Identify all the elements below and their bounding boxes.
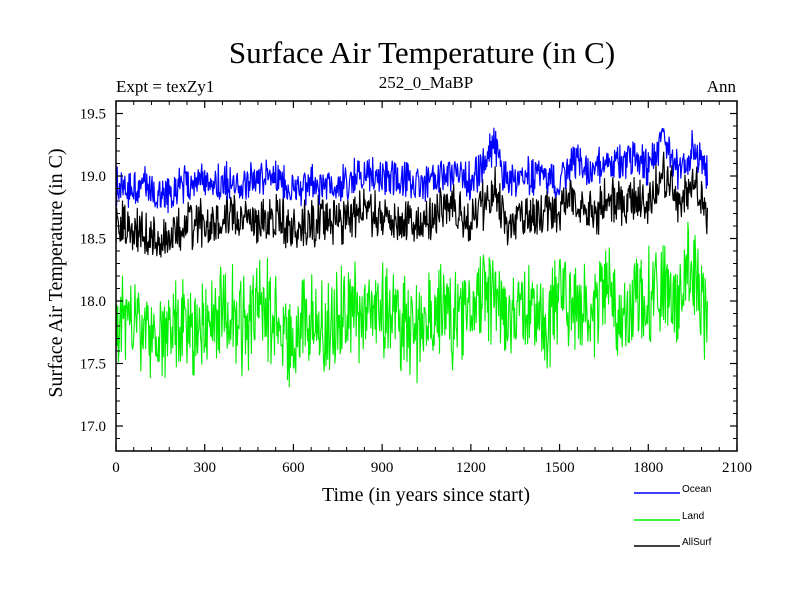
x-axis-label: Time (in years since start): [322, 484, 530, 506]
series-line-ocean: [115, 127, 709, 214]
chart-title: Surface Air Temperature (in C): [229, 35, 615, 70]
subtitle-left: Expt = texZy1: [116, 77, 214, 96]
subtitle-right: Ann: [707, 77, 737, 96]
y-tick-label: 19.5: [80, 107, 106, 123]
plot-area: 0 300 600 900 1200 1500 1800 2100 17.0 17.5 18.0 18…: [80, 100, 752, 548]
legend-label-allsurf: AllSurf: [682, 537, 712, 548]
x-tick-label: 2100: [722, 460, 752, 476]
x-tick-label: 600: [282, 460, 305, 476]
y-tick-label: 18.5: [80, 232, 106, 248]
legend-label-land: Land: [682, 511, 704, 522]
x-tick-label: 1800: [633, 460, 663, 476]
y-tick-label: 17.5: [80, 357, 106, 373]
y-tick-label: 18.0: [80, 294, 106, 310]
x-tick-label: 900: [371, 460, 394, 476]
x-tick-label: 1500: [545, 460, 575, 476]
series-line-allsurf: [115, 151, 709, 258]
legend-label-ocean: Ocean: [682, 484, 711, 495]
x-tick-label: 0: [112, 460, 120, 476]
series-line-land: [115, 221, 708, 388]
y-tick-label: 19.0: [80, 169, 106, 185]
subtitle-center: 252_0_MaBP: [379, 73, 473, 92]
y-tick-label: 17.0: [80, 419, 106, 435]
x-tick-label: 300: [193, 460, 216, 476]
y-axis-label: Surface Air Temperature (in C): [45, 148, 67, 397]
x-tick-label: 1200: [456, 460, 486, 476]
